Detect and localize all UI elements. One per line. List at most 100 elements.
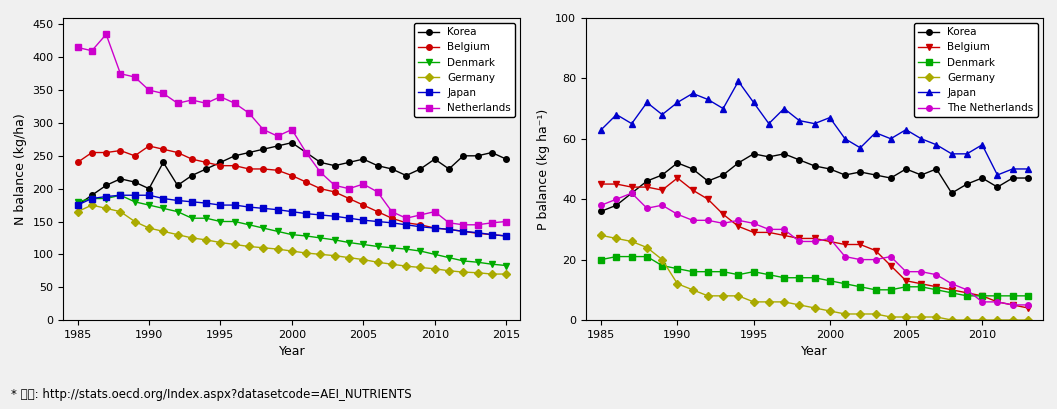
Japan (285, 209, 298, 214)
Germany (838, 312, 851, 317)
Korea (285, 140, 298, 145)
Denmark (854, 284, 867, 289)
The Netherlands (945, 281, 958, 286)
Germany (300, 251, 313, 256)
Denmark (71, 199, 84, 204)
Japan (428, 226, 441, 231)
Japan (300, 211, 313, 216)
Netherlands (428, 209, 441, 214)
X-axis label: Year: Year (801, 345, 828, 358)
Japan (885, 136, 897, 141)
Germany (778, 299, 791, 304)
Belgium (1006, 303, 1019, 308)
Denmark (257, 226, 270, 231)
Denmark (686, 269, 699, 274)
Japan (900, 127, 912, 132)
Netherlands (143, 88, 155, 92)
Japan (71, 202, 84, 207)
Denmark (1006, 293, 1019, 298)
Y-axis label: P balance (kg ha⁻¹): P balance (kg ha⁻¹) (537, 108, 550, 229)
Korea (885, 175, 897, 180)
Korea (386, 166, 398, 171)
Denmark (400, 247, 412, 252)
Netherlands (314, 170, 327, 175)
Denmark (793, 275, 805, 280)
The Netherlands (595, 203, 608, 208)
Germany (243, 244, 256, 249)
Germany (171, 232, 184, 237)
Japan (215, 202, 227, 207)
Netherlands (114, 71, 127, 76)
Denmark (809, 275, 821, 280)
Germany (329, 253, 341, 258)
Netherlands (414, 213, 427, 218)
The Netherlands (930, 272, 943, 277)
Netherlands (457, 222, 469, 227)
Japan (128, 193, 141, 198)
Netherlands (86, 48, 98, 53)
Denmark (885, 288, 897, 292)
Netherlands (215, 94, 227, 99)
The Netherlands (838, 254, 851, 259)
Korea (71, 202, 84, 207)
Japan (854, 145, 867, 150)
Denmark (314, 236, 327, 240)
The Netherlands (900, 269, 912, 274)
Japan (991, 173, 1004, 178)
Germany (747, 299, 760, 304)
Denmark (733, 272, 745, 277)
Denmark (186, 216, 199, 221)
Line: Germany: Germany (75, 202, 508, 277)
Denmark (342, 240, 355, 245)
Germany (595, 233, 608, 238)
Japan (272, 207, 284, 212)
Denmark (930, 288, 943, 292)
Korea (128, 180, 141, 184)
The Netherlands (747, 221, 760, 226)
Germany (915, 315, 928, 319)
Belgium (400, 220, 412, 225)
Germany (900, 315, 912, 319)
Belgium (500, 234, 513, 238)
Line: Belgium: Belgium (75, 143, 508, 239)
Germany (128, 219, 141, 224)
Germany (717, 293, 729, 298)
Korea (930, 166, 943, 171)
Korea (838, 173, 851, 178)
Germany (500, 272, 513, 276)
Korea (655, 173, 668, 178)
Denmark (915, 284, 928, 289)
Korea (143, 186, 155, 191)
Belgium (314, 186, 327, 191)
Netherlands (171, 101, 184, 106)
The Netherlands (702, 218, 715, 223)
Germany (671, 281, 684, 286)
Belgium (854, 242, 867, 247)
Korea (762, 155, 775, 160)
The Netherlands (686, 218, 699, 223)
Netherlands (186, 97, 199, 102)
Japan (143, 193, 155, 198)
Korea (371, 163, 384, 168)
Germany (443, 268, 456, 273)
Denmark (702, 269, 715, 274)
Denmark (128, 199, 141, 204)
Germany (626, 239, 638, 244)
Denmark (1021, 293, 1034, 298)
Belgium (342, 196, 355, 201)
Denmark (838, 281, 851, 286)
Japan (976, 142, 988, 147)
Belgium (778, 233, 791, 238)
Germany (1006, 317, 1019, 322)
Line: Korea: Korea (75, 140, 508, 208)
Japan (747, 100, 760, 105)
Japan (626, 121, 638, 126)
Denmark (595, 257, 608, 262)
Denmark (300, 234, 313, 238)
Japan (778, 106, 791, 111)
Germany (869, 312, 882, 317)
Japan (228, 202, 241, 207)
Belgium (285, 173, 298, 178)
Denmark (114, 193, 127, 198)
Germany (655, 257, 668, 262)
